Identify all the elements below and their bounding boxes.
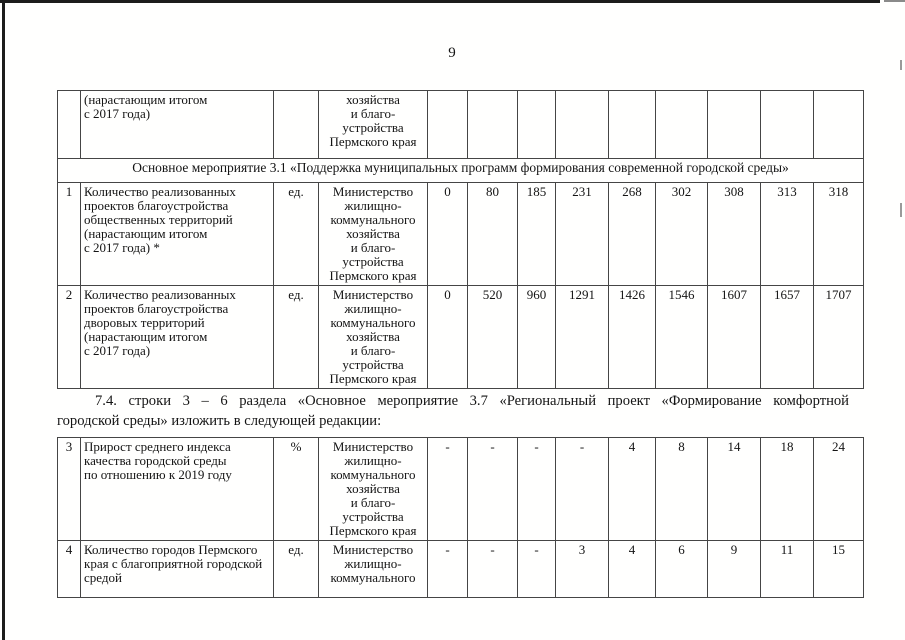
value-cell: 231 [555,182,609,286]
value-cell: 9 [707,540,761,598]
ministry-cell: Министерство жилищно- коммунального хозя… [318,437,428,541]
row-number-cell: 1 [57,182,81,286]
unit-cell [273,90,319,159]
table-row-carryover: (нарастающим итогом с 2017 года) хозяйст… [57,90,864,159]
scan-border-top [0,0,880,3]
value-cell: 11 [760,540,814,598]
value-cell: - [517,437,556,541]
value-cell: - [427,540,468,598]
value-cell [555,90,609,159]
value-cell: 4 [608,437,656,541]
value-cell: - [517,540,556,598]
page-number: 9 [448,45,457,61]
value-cell [517,90,556,159]
indicators-table-1: (нарастающим итогом с 2017 года) хозяйст… [57,90,864,389]
value-cell: - [427,437,468,541]
value-cell: 960 [517,285,556,389]
value-cell: 80 [467,182,518,286]
row-number-cell: 2 [57,285,81,389]
table-row-section-header: Основное мероприятие 3.1 «Поддержка муни… [57,158,864,183]
unit-cell: ед. [273,540,319,598]
value-cell: 3 [555,540,609,598]
ministry-cell: хозяйства и благо- устройства Пермского … [318,90,428,159]
value-cell: 318 [813,182,864,286]
value-cell: 1657 [760,285,814,389]
value-cell: 18 [760,437,814,541]
value-cell [608,90,656,159]
value-cell: - [555,437,609,541]
value-cell: 0 [427,285,468,389]
value-cell [707,90,761,159]
ministry-cell: Министерство жилищно- коммунального хозя… [318,285,428,389]
indicator-name-cell: Количество реализованных проектов благоу… [80,285,274,389]
value-cell: 1291 [555,285,609,389]
paragraph-line: городской среды» изложить в следующей ре… [57,413,382,429]
value-cell: 308 [707,182,761,286]
indicator-name-cell: Количество городов Пермского края с благ… [80,540,274,598]
value-cell [467,90,518,159]
unit-cell: % [273,437,319,541]
value-cell: 24 [813,437,864,541]
value-cell: 520 [467,285,518,389]
value-cell: 185 [517,182,556,286]
indicators-table-2: 3 Прирост среднего индекса качества горо… [57,437,864,598]
value-cell: 14 [707,437,761,541]
value-cell: - [467,540,518,598]
row-number-cell: 4 [57,540,81,598]
value-cell: 1707 [813,285,864,389]
indicator-name-cell: Прирост среднего индекса качества городс… [80,437,274,541]
value-cell [427,90,468,159]
value-cell [813,90,864,159]
indicator-name-cell: (нарастающим итогом с 2017 года) [80,90,274,159]
value-cell: 4 [608,540,656,598]
ministry-cell: Министерство жилищно- коммунального хозя… [318,182,428,286]
row-number-cell: 3 [57,437,81,541]
section-header: Основное мероприятие 3.1 «Поддержка муни… [57,158,864,183]
scan-artifact [900,203,902,217]
scan-artifact [900,60,902,70]
table-row: 1 Количество реализованных проектов благ… [57,182,864,286]
value-cell [760,90,814,159]
value-cell: 302 [655,182,708,286]
value-cell: 1426 [608,285,656,389]
unit-cell: ед. [273,182,319,286]
indicator-name-cell: Количество реализованных проектов благоу… [80,182,274,286]
value-cell: 1546 [655,285,708,389]
ministry-cell: Министерство жилищно- коммунального [318,540,428,598]
table-row: 3 Прирост среднего индекса качества горо… [57,437,864,541]
value-cell: 268 [608,182,656,286]
value-cell: - [467,437,518,541]
paragraph-line: 7.4. строки 3 – 6 раздела «Основное меро… [95,393,849,409]
value-cell: 1607 [707,285,761,389]
table-row: 4 Количество городов Пермского края с бл… [57,540,864,598]
unit-cell: ед. [273,285,319,389]
value-cell: 8 [655,437,708,541]
value-cell: 313 [760,182,814,286]
row-number-cell [57,90,81,159]
value-cell: 6 [655,540,708,598]
value-cell [655,90,708,159]
scan-border-top-fragment [884,0,905,2]
amendment-paragraph: 7.4. строки 3 – 6 раздела «Основное меро… [57,391,849,431]
scan-border-left [2,0,5,640]
value-cell: 0 [427,182,468,286]
value-cell: 15 [813,540,864,598]
table-row: 2 Количество реализованных проектов благ… [57,285,864,389]
